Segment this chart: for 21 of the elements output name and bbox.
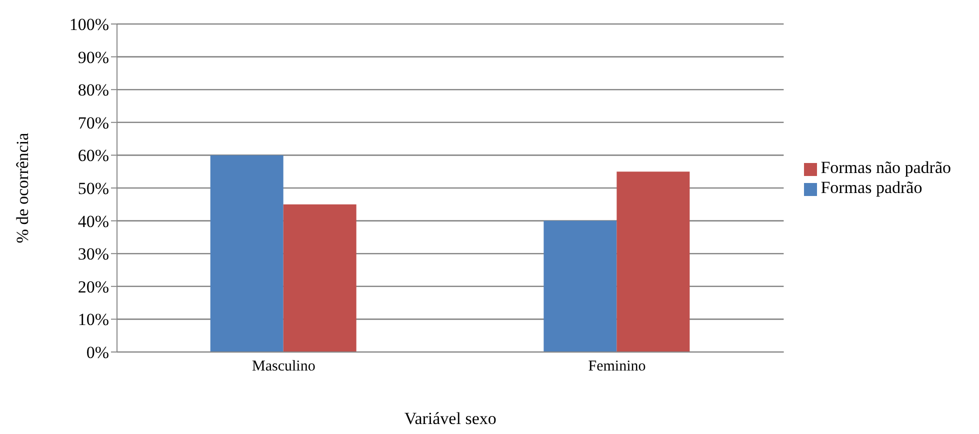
y-tick-label: 40% <box>78 212 109 231</box>
y-tick-label: 70% <box>78 113 109 132</box>
x-tick-label: Feminino <box>588 358 646 375</box>
y-tick-label: 10% <box>78 310 109 330</box>
y-tick-label: 100% <box>69 15 109 34</box>
y-tick-label: 30% <box>78 244 109 264</box>
y-tick-label: 60% <box>78 146 109 166</box>
bar <box>210 155 284 352</box>
y-axis-title: % de ocorrência <box>13 132 32 244</box>
x-axis-title: Variável sexo <box>404 409 496 428</box>
y-tick-label: 90% <box>78 48 109 67</box>
y-tick-label: 0% <box>86 343 109 362</box>
x-tick-label: Masculino <box>252 358 316 375</box>
y-tick-label: 80% <box>78 80 109 100</box>
bar <box>544 220 617 352</box>
bar <box>616 172 690 352</box>
y-tick-label: 20% <box>78 277 109 296</box>
bar <box>283 204 356 352</box>
legend-label: Formas não padrão <box>820 158 951 177</box>
legend-label: Formas padrão <box>820 178 922 197</box>
y-tick-label: 50% <box>78 179 109 198</box>
